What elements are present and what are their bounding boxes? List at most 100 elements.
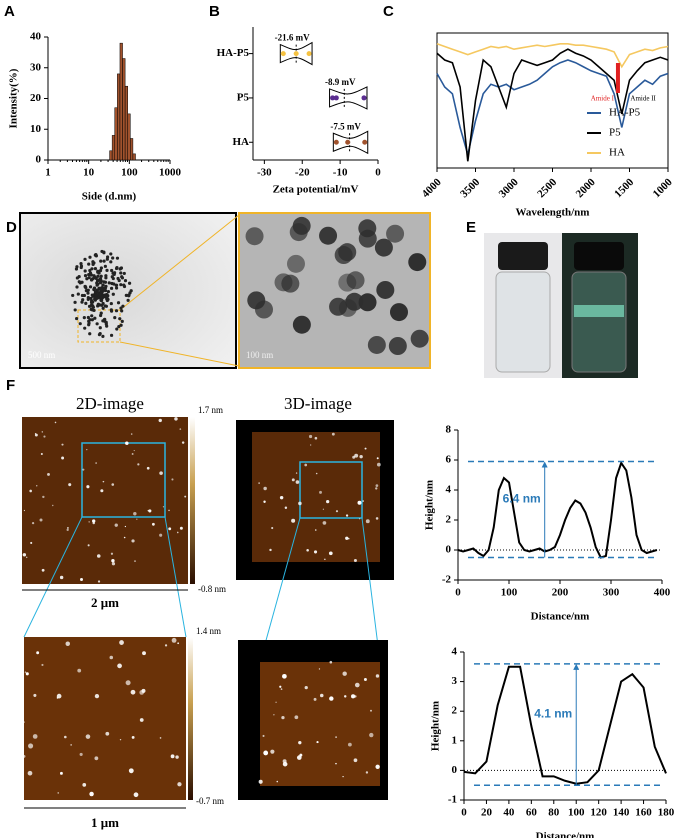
particle: [319, 226, 338, 245]
afm-dot: [23, 509, 26, 512]
afm-dot: [362, 500, 364, 502]
afm-dot: [351, 694, 356, 699]
afm-dot: [59, 575, 64, 580]
afm-dot: [164, 644, 168, 647]
afm-dot: [345, 514, 349, 517]
particle: [119, 306, 123, 310]
particle: [98, 326, 102, 330]
particle: [73, 308, 77, 312]
x-tick-label: 10: [83, 167, 95, 179]
afm-dot: [139, 718, 144, 722]
particle: [78, 322, 82, 326]
particle: [123, 279, 128, 283]
afm-dot: [142, 651, 146, 656]
afm-dot: [22, 553, 27, 557]
x-tick-label: 1: [45, 167, 51, 179]
particle: [247, 291, 266, 310]
x-axis-label: Distance/nm: [536, 831, 595, 838]
afm-dot: [82, 782, 87, 787]
particle: [105, 298, 109, 303]
particle: [109, 301, 113, 306]
afm-dot: [159, 737, 162, 739]
afm-dot: [322, 521, 327, 525]
afm-dot: [34, 433, 37, 435]
x-tick-label: 100: [568, 807, 585, 819]
vial: [571, 271, 627, 373]
afm-dot: [171, 637, 177, 643]
particle: [95, 296, 99, 300]
afm-dot: [258, 482, 260, 484]
afm-dot: [306, 548, 309, 552]
afm-dot: [70, 744, 72, 746]
point: [345, 139, 351, 145]
x-tick-label: 100: [501, 587, 518, 599]
afm-dot: [282, 673, 287, 679]
value-label: -7.5 mV: [330, 121, 361, 131]
particle: [88, 268, 92, 273]
afm-dot: [114, 523, 118, 527]
afm-dot: [47, 472, 50, 476]
particle: [292, 315, 311, 334]
x-tick-label: 1500: [612, 176, 636, 200]
particle: [80, 280, 84, 284]
afm-dot: [375, 764, 380, 769]
particle: [99, 313, 103, 318]
bar: [122, 58, 126, 161]
particle: [94, 293, 98, 297]
afm-dot: [68, 483, 72, 487]
afm-dot: [86, 485, 90, 489]
particle: [99, 298, 103, 302]
y-tick-label: 6: [446, 454, 452, 466]
colorbar-label: -0.7 nm: [196, 796, 224, 806]
point: [333, 95, 339, 101]
particle: [119, 323, 123, 327]
particle: [374, 238, 393, 257]
afm-dot: [324, 558, 326, 561]
afm-dot: [94, 693, 100, 699]
afm-dot: [27, 770, 33, 776]
afm-dot: [86, 449, 88, 451]
afm-dot: [171, 478, 174, 481]
particle: [93, 290, 98, 294]
afm-dot: [263, 486, 267, 491]
afm-dot: [41, 431, 43, 433]
particle: [99, 266, 103, 270]
afm-dot: [102, 480, 105, 483]
particle: [96, 274, 100, 278]
afm-dot: [29, 489, 32, 493]
scale-label: 1 μm: [91, 815, 119, 830]
point: [361, 95, 367, 101]
value-label: -8.9 mV: [325, 77, 356, 87]
particle: [90, 267, 94, 271]
afm-3d-surface: [252, 432, 380, 562]
particle: [75, 265, 79, 269]
x-axis-label: Side (d.nm): [82, 191, 137, 203]
particle: [386, 224, 405, 243]
panel-label: D: [6, 219, 17, 236]
particle: [83, 269, 87, 273]
scale-bar: 500 nm: [28, 350, 55, 360]
afm-dot: [87, 544, 90, 547]
particle: [111, 256, 115, 260]
particle: [358, 293, 377, 312]
violin: [279, 41, 313, 66]
zoom-line: [164, 516, 187, 638]
afm-dot: [296, 755, 302, 760]
particle: [83, 257, 87, 261]
particle: [73, 300, 77, 304]
particle: [110, 275, 114, 279]
x-axis-label: Wavelength/nm: [516, 207, 590, 219]
particle: [115, 265, 119, 270]
x-tick-label: 2500: [535, 176, 559, 200]
afm-2d-1: [22, 417, 188, 584]
particle: [86, 291, 90, 295]
x-tick-label: -10: [333, 167, 348, 179]
afm-dot: [119, 640, 124, 645]
afm-dot: [291, 478, 295, 482]
y-tick-label: 4: [446, 484, 452, 496]
bar: [114, 107, 118, 161]
particle: [88, 318, 92, 322]
afm-dot: [304, 685, 308, 690]
afm-dot: [308, 434, 313, 439]
afm-dot: [298, 501, 302, 506]
